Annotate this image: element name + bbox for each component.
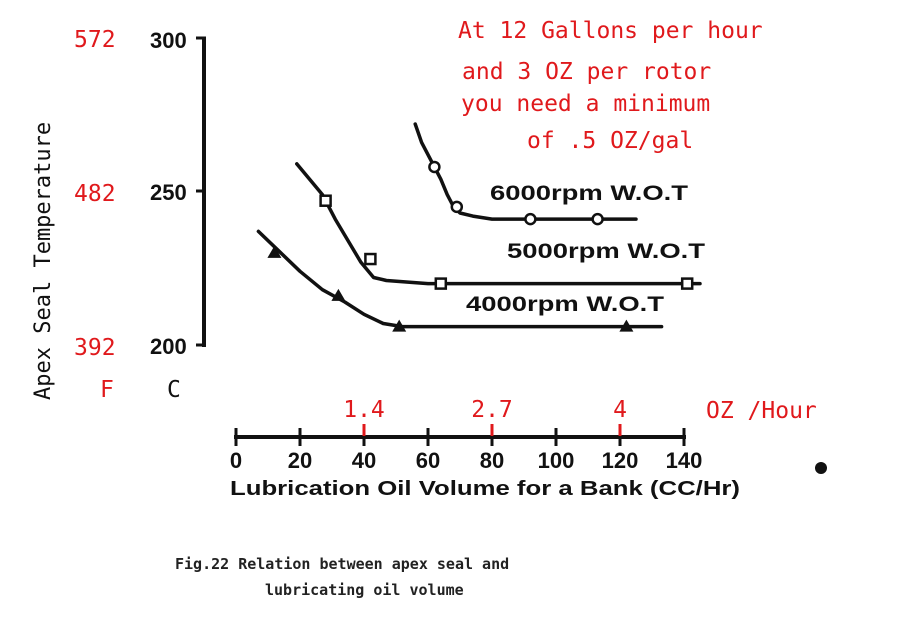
annotation-line-3: you need a minimum: [461, 91, 710, 117]
y-tick-f-572: 572: [74, 27, 116, 53]
y-axis-label: Apex Seal Temperature: [31, 122, 56, 400]
series-line-2: [256, 229, 664, 329]
x-tick-label: 60: [416, 448, 440, 473]
data-point: [331, 288, 346, 301]
figure-caption-line-2: lubricating oil volume: [265, 581, 464, 599]
annotation-line-4: of .5 OZ/gal: [527, 128, 693, 154]
y-tick-c-300: 300: [150, 28, 187, 53]
figure-caption-line-1: Fig.22 Relation between apex seal and: [175, 555, 509, 573]
x-axis-ticks: 0 20 40 60 80 100 120 140: [230, 428, 702, 473]
data-point: [267, 245, 282, 258]
oz-tick-label: 2.7: [471, 397, 513, 423]
y-tick-f-392: 392: [74, 335, 116, 361]
series-line-0: [413, 122, 638, 221]
y-tick-c-200: 200: [150, 334, 187, 359]
x-axis-label: Lubrication Oil Volume for a Bank (CC/Hr…: [230, 478, 740, 500]
x-tick-label: 40: [352, 448, 376, 473]
data-point: [392, 319, 407, 332]
x-tick-label: 80: [480, 448, 504, 473]
oz-tick-label: 4: [613, 397, 627, 423]
y-unit-c: C: [167, 377, 181, 403]
data-point: [591, 212, 604, 226]
series-label-6000: 6000rpm W.O.T: [490, 182, 688, 205]
oz-per-hour-axis: 1.4 2.7 4: [343, 397, 627, 436]
data-point: [434, 277, 448, 290]
data-point: [680, 277, 694, 290]
oz-tick-label: 1.4: [343, 397, 385, 423]
x-tick-label: 120: [602, 448, 639, 473]
x-tick-label: 100: [538, 448, 575, 473]
y-tick-c-250: 250: [150, 180, 187, 205]
stray-dot: [815, 462, 827, 474]
y-unit-f: F: [100, 377, 114, 403]
series-group: [256, 122, 702, 332]
data-point: [619, 319, 634, 332]
series-line-1: [295, 162, 702, 286]
x-tick-label: 20: [288, 448, 312, 473]
data-point: [319, 194, 332, 207]
x-tick-label: 0: [230, 448, 242, 473]
data-point: [428, 160, 441, 174]
y-tick-f-482: 482: [74, 181, 116, 207]
annotation-line-2: and 3 OZ per rotor: [462, 59, 711, 85]
series-label-4000: 4000rpm W.O.T: [466, 293, 664, 316]
x-tick-label: 140: [666, 448, 703, 473]
annotation-line-1: At 12 Gallons per hour: [458, 18, 763, 44]
oz-axis-unit: OZ /Hour: [706, 398, 817, 424]
data-point: [364, 252, 377, 266]
series-label-5000: 5000rpm W.O.T: [507, 240, 705, 263]
data-point: [524, 212, 537, 226]
data-point: [450, 200, 464, 214]
